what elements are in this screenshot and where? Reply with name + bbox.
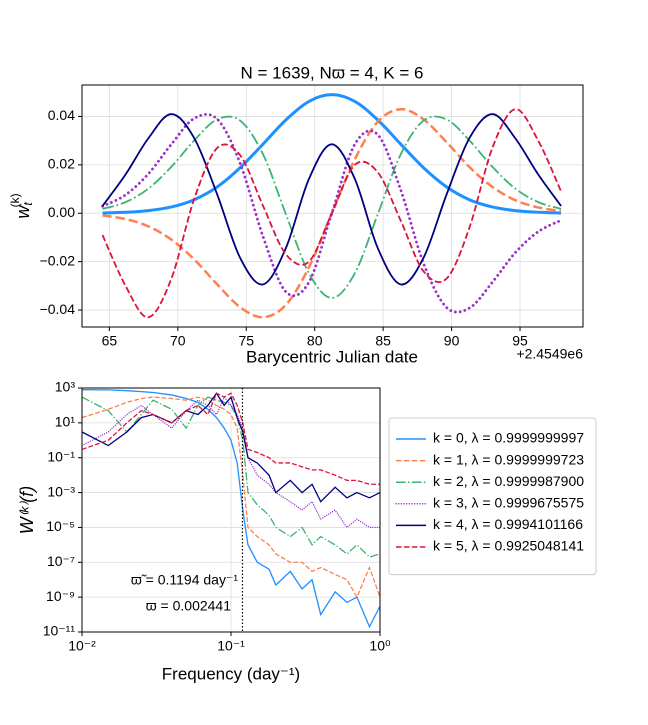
- axes-frame: [81, 84, 584, 328]
- y-tick-label: 10¹: [55, 414, 76, 430]
- legend-label: k = 2, λ = 0.9999987900: [433, 473, 584, 489]
- x-tick-label: 65: [102, 333, 118, 349]
- x-tick-label: 10⁰: [369, 638, 391, 654]
- y-axis-label: wt(k): [8, 193, 35, 218]
- annotation: ϖ̃ = 0.1194 day⁻¹: [131, 572, 239, 588]
- y-label-sup: (k): [8, 193, 22, 207]
- y-label-sub: t: [21, 202, 35, 206]
- y-tick-label: 10⁻³: [47, 483, 75, 499]
- series-line: [101, 108, 562, 319]
- y-tick-label: 10⁻⁹: [46, 588, 75, 604]
- series-line: [82, 389, 380, 629]
- y-tick-label: −0.04: [40, 301, 76, 317]
- legend-label: k = 5, λ = 0.9925048141: [433, 538, 584, 554]
- series-line: [82, 392, 380, 485]
- series-line: [82, 396, 380, 599]
- series-line: [101, 113, 562, 286]
- y-tick-label: 0.04: [48, 107, 75, 123]
- x-tick-label: 70: [170, 333, 186, 349]
- y-tick-label: 0.00: [48, 204, 75, 220]
- legend-label: k = 0, λ = 0.9999999997: [433, 430, 584, 446]
- y-label-base: w: [13, 205, 33, 219]
- y-tick-label: 10⁻¹: [47, 448, 75, 464]
- x-tick-label: 95: [512, 333, 528, 349]
- annotation: ϖ = 0.002441: [146, 598, 231, 614]
- plot-area: [101, 93, 563, 319]
- chart-title: N = 1639, Nϖ = 4, K = 6: [241, 63, 424, 82]
- y-tick-label: 10⁻¹¹: [43, 623, 76, 639]
- series-line: [82, 395, 380, 529]
- y-tick-label: 10³: [55, 379, 76, 395]
- y-tick-label: −0.02: [40, 252, 76, 268]
- plot-area: [82, 389, 380, 629]
- legend-label: k = 1, λ = 0.9999999723: [433, 451, 584, 467]
- legend-label: k = 3, λ = 0.9999675575: [433, 495, 584, 511]
- legend-box: [388, 417, 597, 576]
- x-tick-label: 80: [307, 333, 323, 349]
- x-tick-label: 85: [375, 333, 391, 349]
- legend-label: k = 4, λ = 0.9994101166: [433, 516, 583, 532]
- x-offset-label: +2.4549e6: [516, 346, 583, 362]
- series-line: [82, 396, 380, 558]
- series-line: [102, 93, 562, 215]
- y-tick-label: 10⁻⁵: [46, 518, 75, 534]
- y-tick-label: 10⁻⁷: [47, 553, 75, 569]
- x-tick-label: 10⁻²: [68, 638, 96, 654]
- axes-frame: [81, 387, 381, 633]
- x-axis-label: Barycentric Julian date: [246, 347, 418, 366]
- x-tick-label: 90: [444, 333, 460, 349]
- series-line: [102, 115, 562, 299]
- x-tick-label: 10⁻¹: [217, 638, 245, 654]
- y-tick-label: 0.02: [48, 156, 75, 172]
- y-axis-label: W⁽ᵏ⁾(f): [17, 486, 37, 535]
- x-tick-label: 75: [238, 333, 254, 349]
- x-axis-label: Frequency (day⁻¹): [162, 664, 300, 683]
- legend: k = 0, λ = 0.9999999997 k = 1, λ = 0.9999…: [388, 417, 597, 576]
